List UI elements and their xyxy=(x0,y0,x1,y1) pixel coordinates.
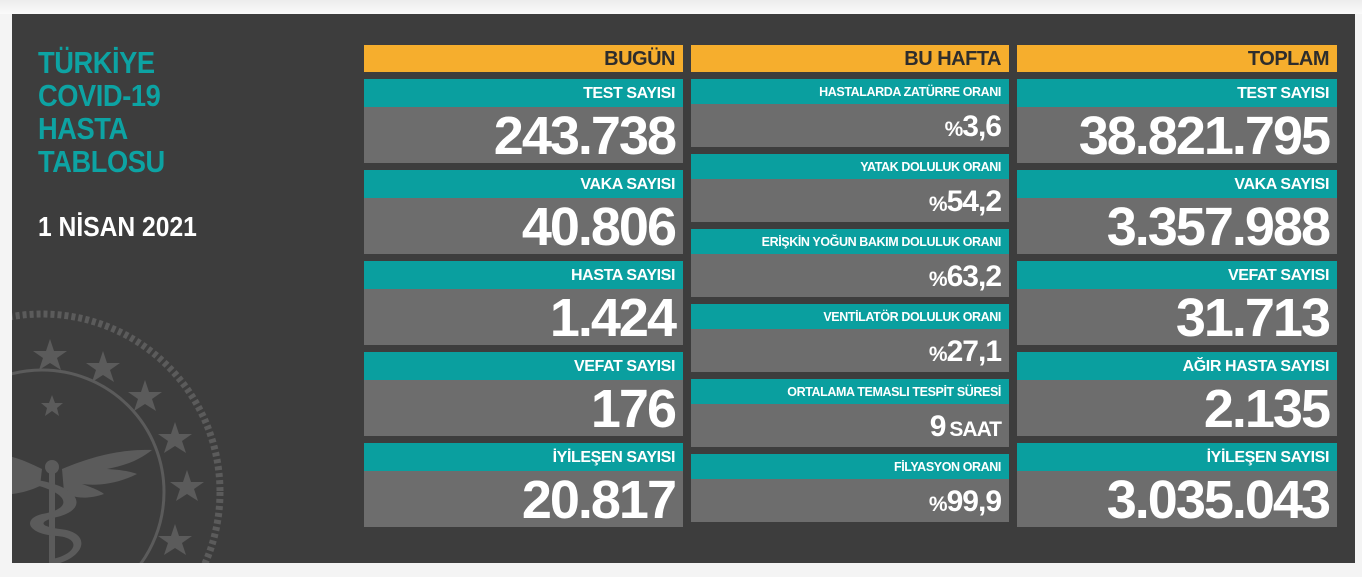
card-label: HASTA SAYISI xyxy=(364,261,683,289)
today-header: BUGÜN xyxy=(364,45,683,72)
week-card-bed-occupancy: YATAK DOLULUK ORANI %54,2 xyxy=(691,154,1009,222)
week-header: BU HAFTA xyxy=(691,45,1009,72)
value-number: 9 xyxy=(929,410,947,443)
card-value: %99,9 xyxy=(691,479,1009,522)
week-card-ventilator-occupancy: VENTİLATÖR DOLULUK ORANI %27,1 xyxy=(691,304,1009,372)
card-value: %27,1 xyxy=(691,329,1009,372)
card-label: ORTALAMA TEMASLI TESPİT SÜRESİ xyxy=(691,379,1009,404)
card-label: İYİLEŞEN SAYISI xyxy=(1017,443,1337,471)
total-card-deaths: VEFAT SAYISI 31.713 xyxy=(1017,261,1337,347)
percent-sign: % xyxy=(928,193,948,216)
percent-sign: % xyxy=(928,268,948,291)
today-card-cases: VAKA SAYISI 40.806 xyxy=(364,170,683,256)
week-card-icu-occupancy: ERİŞKİN YOĞUN BAKIM DOLULUK ORANI %63,2 xyxy=(691,229,1009,297)
total-card-critical: AĞIR HASTA SAYISI 2.135 xyxy=(1017,352,1337,438)
card-label: VAKA SAYISI xyxy=(364,170,683,198)
value-number: 63,2 xyxy=(946,260,1002,293)
card-value: 243.738 xyxy=(364,107,683,165)
value-number: 99,9 xyxy=(946,485,1002,518)
week-card-pneumonia: HASTALARDA ZATÜRRE ORANI %3,6 xyxy=(691,79,1009,147)
value-number: 27,1 xyxy=(946,335,1002,368)
covid-dashboard-panel: TÜRKİYE COVID-19 HASTA TABLOSU 1 NİSAN 2… xyxy=(12,14,1355,563)
card-label: VENTİLATÖR DOLULUK ORANI xyxy=(691,304,1009,329)
card-label: AĞIR HASTA SAYISI xyxy=(1017,352,1337,380)
percent-sign: % xyxy=(928,343,948,366)
title-line-4: TABLOSU xyxy=(38,144,165,179)
value-number: 3,6 xyxy=(962,110,1002,143)
value-number: 54,2 xyxy=(946,185,1002,218)
card-label: FİLYASYON ORANI xyxy=(691,454,1009,479)
card-label: HASTALARDA ZATÜRRE ORANI xyxy=(691,79,1009,104)
today-card-patients: HASTA SAYISI 1.424 xyxy=(364,261,683,347)
card-value: %3,6 xyxy=(691,104,1009,147)
card-value: 3.035.043 xyxy=(1017,471,1337,529)
card-value: 38.821.795 xyxy=(1017,107,1337,165)
week-card-filiation-rate: FİLYASYON ORANI %99,9 xyxy=(691,454,1009,522)
card-value: %63,2 xyxy=(691,254,1009,297)
card-label: ERİŞKİN YOĞUN BAKIM DOLULUK ORANI xyxy=(691,229,1009,254)
percent-sign: % xyxy=(928,493,948,516)
percent-sign: % xyxy=(944,118,964,141)
card-label: VAKA SAYISI xyxy=(1017,170,1337,198)
card-label: İYİLEŞEN SAYISI xyxy=(364,443,683,471)
page-background xyxy=(0,0,1362,14)
card-value: 176 xyxy=(364,380,683,438)
total-card-recovered: İYİLEŞEN SAYISI 3.035.043 xyxy=(1017,443,1337,529)
today-card-test: TEST SAYISI 243.738 xyxy=(364,79,683,165)
value-unit: SAAT xyxy=(949,418,1002,441)
total-card-test: TEST SAYISI 38.821.795 xyxy=(1017,79,1337,165)
title-line-2: COVID-19 xyxy=(38,78,161,113)
card-value: 3.357.988 xyxy=(1017,198,1337,256)
total-card-cases: VAKA SAYISI 3.357.988 xyxy=(1017,170,1337,256)
card-value: 9 SAAT xyxy=(691,404,1009,447)
report-date: 1 NİSAN 2021 xyxy=(38,211,197,242)
card-label: VEFAT SAYISI xyxy=(1017,261,1337,289)
card-label: TEST SAYISI xyxy=(1017,79,1337,107)
card-label: VEFAT SAYISI xyxy=(364,352,683,380)
title-line-1: TÜRKİYE xyxy=(38,45,155,80)
card-value: 1.424 xyxy=(364,289,683,347)
card-value: %54,2 xyxy=(691,179,1009,222)
card-label: YATAK DOLULUK ORANI xyxy=(691,154,1009,179)
week-card-contact-tracing-time: ORTALAMA TEMASLI TESPİT SÜRESİ 9 SAAT xyxy=(691,379,1009,447)
card-value: 20.817 xyxy=(364,471,683,529)
today-card-recovered: İYİLEŞEN SAYISI 20.817 xyxy=(364,443,683,529)
card-value: 31.713 xyxy=(1017,289,1337,347)
title-line-3: HASTA xyxy=(38,111,128,146)
card-value: 2.135 xyxy=(1017,380,1337,438)
today-card-deaths: VEFAT SAYISI 176 xyxy=(364,352,683,438)
card-value: 40.806 xyxy=(364,198,683,256)
total-header: TOPLAM xyxy=(1017,45,1337,72)
page-title: TÜRKİYE COVID-19 HASTA TABLOSU xyxy=(38,46,165,178)
card-label: TEST SAYISI xyxy=(364,79,683,107)
